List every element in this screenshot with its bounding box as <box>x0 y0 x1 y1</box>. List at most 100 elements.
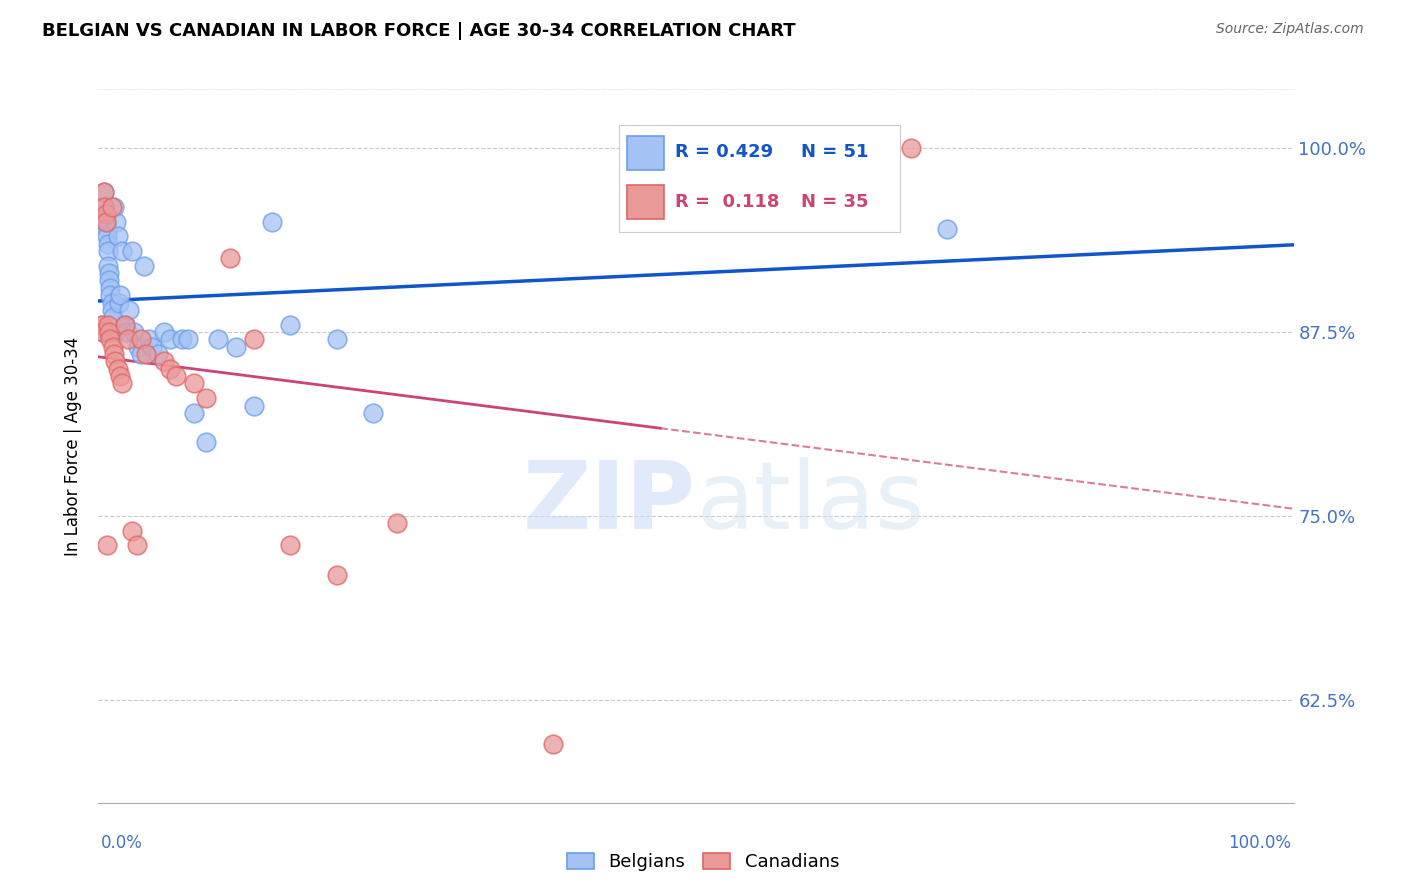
Point <box>124 325 146 339</box>
Point <box>153 325 176 339</box>
Text: Source: ZipAtlas.com: Source: ZipAtlas.com <box>1216 22 1364 37</box>
Point <box>107 361 129 376</box>
Point <box>104 354 127 368</box>
Point <box>153 354 176 368</box>
Point <box>91 325 114 339</box>
Point <box>115 325 138 339</box>
Point <box>96 229 118 244</box>
Point <box>159 332 181 346</box>
Point <box>177 332 200 346</box>
Text: atlas: atlas <box>696 457 924 549</box>
Point <box>97 318 120 332</box>
Point <box>121 244 143 258</box>
Point <box>103 347 125 361</box>
Point <box>385 516 409 531</box>
Legend: Belgians, Canadians: Belgians, Canadians <box>560 846 846 879</box>
Point <box>194 391 218 405</box>
Point <box>97 244 120 258</box>
Point <box>793 141 815 155</box>
Point <box>101 310 124 325</box>
Point <box>100 295 122 310</box>
Point <box>127 340 149 354</box>
Point <box>97 259 120 273</box>
Point <box>108 369 131 384</box>
Point <box>94 207 117 221</box>
Point <box>114 318 136 332</box>
Point <box>98 332 122 346</box>
Point <box>141 340 163 354</box>
Point <box>541 737 564 751</box>
FancyBboxPatch shape <box>627 136 664 169</box>
Point <box>91 318 114 332</box>
Point <box>183 376 205 391</box>
Point <box>194 435 218 450</box>
Text: 0.0%: 0.0% <box>101 834 143 852</box>
Point <box>278 538 301 552</box>
Text: R = 0.429: R = 0.429 <box>675 143 773 161</box>
Point <box>96 538 118 552</box>
Point <box>121 524 143 538</box>
Point <box>243 399 266 413</box>
Point <box>104 325 127 339</box>
Point <box>326 567 349 582</box>
Point <box>131 347 153 361</box>
Point <box>219 252 242 266</box>
Point <box>98 273 121 287</box>
Point <box>131 332 153 346</box>
Point <box>132 259 155 273</box>
Point <box>125 538 148 552</box>
Point <box>111 376 134 391</box>
Point <box>98 325 121 339</box>
Point <box>93 185 115 199</box>
Point <box>91 318 114 332</box>
Point <box>107 295 129 310</box>
Point <box>98 288 122 302</box>
Point <box>94 214 117 228</box>
Text: R =  0.118: R = 0.118 <box>675 193 779 211</box>
Point <box>93 200 115 214</box>
Point <box>100 302 122 317</box>
Point <box>98 281 122 295</box>
Point <box>103 200 125 214</box>
Point <box>936 222 959 236</box>
Point <box>105 214 128 228</box>
Point <box>326 332 349 346</box>
Point <box>107 229 129 244</box>
Point <box>94 214 117 228</box>
Point <box>165 369 187 384</box>
FancyBboxPatch shape <box>627 185 664 219</box>
Point <box>363 406 385 420</box>
Point <box>225 340 247 354</box>
Point <box>118 302 141 317</box>
Point <box>98 266 121 280</box>
Point <box>101 340 124 354</box>
Point <box>96 222 118 236</box>
Point <box>100 200 122 214</box>
Point <box>93 200 115 214</box>
Text: N = 35: N = 35 <box>801 193 869 211</box>
Text: N = 51: N = 51 <box>801 143 869 161</box>
Point <box>243 332 266 346</box>
Point <box>148 347 170 361</box>
Point <box>117 332 139 346</box>
Point <box>94 207 117 221</box>
Point <box>91 325 114 339</box>
Point <box>278 318 301 332</box>
Text: 100.0%: 100.0% <box>1227 834 1291 852</box>
Point <box>172 332 194 346</box>
Text: BELGIAN VS CANADIAN IN LABOR FORCE | AGE 30-34 CORRELATION CHART: BELGIAN VS CANADIAN IN LABOR FORCE | AGE… <box>42 22 796 40</box>
Point <box>183 406 205 420</box>
Point <box>93 185 115 199</box>
Point <box>900 141 922 155</box>
Point <box>135 347 157 361</box>
Point <box>207 332 229 346</box>
Point <box>97 236 120 251</box>
Text: ZIP: ZIP <box>523 457 696 549</box>
Point <box>260 214 283 228</box>
Y-axis label: In Labor Force | Age 30-34: In Labor Force | Age 30-34 <box>65 336 83 556</box>
Point <box>108 288 131 302</box>
Point <box>111 244 134 258</box>
Point <box>138 332 160 346</box>
Point <box>114 318 136 332</box>
Point <box>159 361 181 376</box>
